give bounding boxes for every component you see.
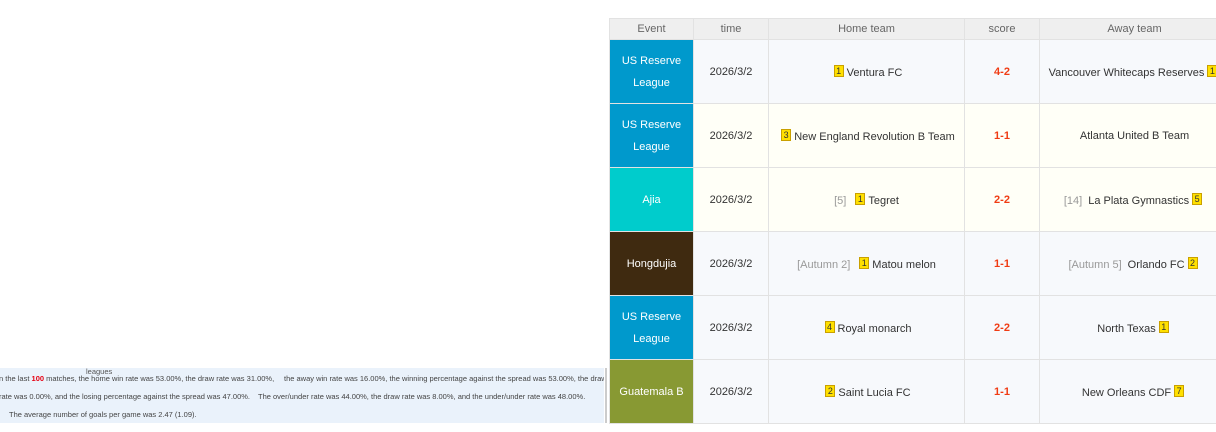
home-team-cell[interactable]: [5] 1 Tegret (768, 167, 965, 232)
home-rank-badge: 3 (781, 128, 792, 141)
home-team-name[interactable]: Tegret (868, 194, 899, 207)
header-event: Event (609, 18, 694, 40)
home-team-cell[interactable]: [Autumn 2] 1 Matou melon (768, 231, 965, 296)
home-rank-badge: 4 (824, 320, 835, 333)
away-team-cell[interactable]: [14] La Plata Gymnastics 5 (1039, 167, 1216, 232)
match-table: Event time Home team score Away team US … (609, 18, 1216, 424)
away-team-name[interactable]: Orlando FC (1127, 258, 1185, 271)
event-cell[interactable]: Guatemala B (609, 359, 694, 424)
time-cell: 2026/3/2 (693, 167, 769, 232)
stats-line-2a: rate was 0.00%, and the losing percentag… (0, 392, 250, 401)
time-cell: 2026/3/2 (693, 231, 769, 296)
home-team-name[interactable]: New England Revolution B Team (794, 130, 955, 143)
score-cell[interactable]: 2-2 (964, 167, 1040, 232)
score-cell[interactable]: 2-2 (964, 295, 1040, 360)
home-standing: [5] (834, 194, 847, 207)
home-team-name[interactable]: Saint Lucia FC (838, 386, 911, 399)
away-rank-badge: 2 (1187, 256, 1198, 269)
away-team-name[interactable]: New Orleans CDF (1081, 386, 1172, 399)
header-away-team: Away team (1039, 18, 1216, 40)
score-cell[interactable]: 1-1 (964, 231, 1040, 296)
home-rank-badge: 1 (859, 256, 870, 269)
stats-line-1b: the away win rate was 16.00%, the winnin… (284, 374, 604, 383)
stats-line-3: The average number of goals per game was… (9, 410, 197, 419)
home-team-cell[interactable]: 3 New England Revolution B Team (768, 103, 965, 168)
stats-line-2b: The over/under rate was 44.00%, the draw… (258, 392, 586, 401)
stats-text: matches, the home win rate was 53.00%, t… (44, 374, 275, 383)
stats-text: n the last (0, 374, 32, 383)
event-cell[interactable]: Ajia (609, 167, 694, 232)
table-row[interactable]: Guatemala B 2026/3/2 2 Saint Lucia FC 1-1… (609, 359, 1216, 424)
home-rank-badge: 1 (833, 64, 844, 77)
table-row[interactable]: US Reserve League 2026/3/2 3 New England … (609, 103, 1216, 168)
table-row[interactable]: Hongdujia 2026/3/2 [Autumn 2] 1 Matou melo… (609, 231, 1216, 296)
header-score: score (964, 18, 1040, 40)
scrollbar[interactable] (605, 368, 607, 423)
away-standing: [Autumn 5] (1068, 258, 1122, 271)
home-standing: [Autumn 2] (797, 258, 851, 271)
match-count: 100 (31, 374, 45, 383)
table-row[interactable]: US Reserve League 2026/3/2 1 Ventura FC 4… (609, 39, 1216, 104)
table-header: Event time Home team score Away team (609, 18, 1216, 40)
stats-label: leagues (86, 368, 113, 376)
home-team-name[interactable]: Matou melon (872, 258, 936, 271)
away-team-name[interactable]: North Texas (1097, 322, 1156, 335)
event-cell[interactable]: US Reserve League (609, 103, 694, 168)
away-team-cell[interactable]: Vancouver Whitecaps Reserves 1 (1039, 39, 1216, 104)
home-team-name[interactable]: Ventura FC (846, 66, 903, 79)
home-team-cell[interactable]: 4 Royal monarch (768, 295, 965, 360)
home-rank-badge: 1 (855, 192, 866, 205)
event-cell[interactable]: Hongdujia (609, 231, 694, 296)
event-cell[interactable]: US Reserve League (609, 295, 694, 360)
away-team-cell[interactable]: Atlanta United B Team (1039, 103, 1216, 168)
away-team-name[interactable]: Vancouver Whitecaps Reserves (1048, 66, 1205, 79)
away-rank-badge: 1 (1207, 64, 1216, 77)
away-team-name[interactable]: La Plata Gymnastics (1088, 194, 1190, 207)
away-rank-badge: 5 (1192, 192, 1203, 205)
stats-line-1: n the last 100 matches, the home win rat… (0, 374, 274, 383)
header-time: time (693, 18, 769, 40)
home-team-name[interactable]: Royal monarch (837, 322, 912, 335)
score-cell[interactable]: 1-1 (964, 103, 1040, 168)
score-cell[interactable]: 4-2 (964, 39, 1040, 104)
league-stats-panel: leagues n the last 100 matches, the home… (0, 368, 604, 423)
table-row[interactable]: US Reserve League 2026/3/2 4 Royal monarc… (609, 295, 1216, 360)
away-rank-badge: 1 (1158, 320, 1169, 333)
header-home-team: Home team (768, 18, 965, 40)
table-row[interactable]: Ajia 2026/3/2 [5] 1 Tegret 2-2 [14] La Plat… (609, 167, 1216, 232)
away-rank-badge: 7 (1174, 384, 1185, 397)
home-team-cell[interactable]: 1 Ventura FC (768, 39, 965, 104)
time-cell: 2026/3/2 (693, 103, 769, 168)
away-standing: [14] (1063, 194, 1083, 207)
away-team-name[interactable]: Atlanta United B Team (1079, 129, 1190, 142)
time-cell: 2026/3/2 (693, 359, 769, 424)
away-team-cell[interactable]: North Texas 1 (1039, 295, 1216, 360)
score-cell[interactable]: 1-1 (964, 359, 1040, 424)
away-team-cell[interactable]: New Orleans CDF 7 (1039, 359, 1216, 424)
home-team-cell[interactable]: 2 Saint Lucia FC (768, 359, 965, 424)
time-cell: 2026/3/2 (693, 39, 769, 104)
event-cell[interactable]: US Reserve League (609, 39, 694, 104)
time-cell: 2026/3/2 (693, 295, 769, 360)
home-rank-badge: 2 (825, 384, 836, 397)
away-team-cell[interactable]: [Autumn 5] Orlando FC 2 (1039, 231, 1216, 296)
